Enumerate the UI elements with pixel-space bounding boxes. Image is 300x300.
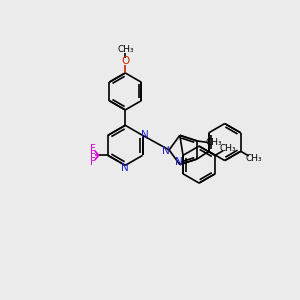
Text: CH₃: CH₃ <box>219 143 236 152</box>
Text: F: F <box>90 150 95 160</box>
Text: N: N <box>162 146 170 156</box>
Text: CH₃: CH₃ <box>245 154 262 163</box>
Text: N: N <box>141 130 149 140</box>
Text: CH₃: CH₃ <box>118 45 134 54</box>
Text: N: N <box>175 157 183 166</box>
Text: F: F <box>90 157 95 166</box>
Text: O: O <box>121 56 129 66</box>
Text: N: N <box>122 164 129 173</box>
Text: CH₃: CH₃ <box>206 138 222 147</box>
Text: F: F <box>90 144 95 154</box>
